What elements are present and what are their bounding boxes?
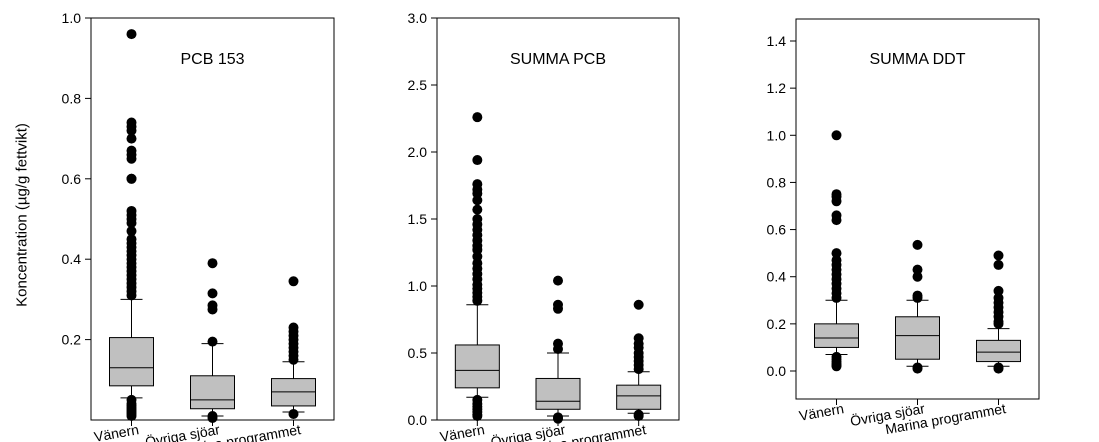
outlier-point xyxy=(207,304,218,315)
outlier-point xyxy=(126,226,137,237)
box-3 xyxy=(616,299,662,421)
outlier-point xyxy=(831,215,842,226)
outlier-point xyxy=(472,204,483,215)
panel-title: SUMMA DDT xyxy=(870,51,966,68)
box-body xyxy=(895,316,940,360)
outlier-point xyxy=(912,239,923,250)
outlier-point xyxy=(831,196,842,207)
outlier-point xyxy=(472,112,483,123)
y-tick-label: 0.8 xyxy=(767,174,787,190)
outlier-point xyxy=(912,264,923,275)
outlier-point xyxy=(126,218,137,229)
box-body xyxy=(976,339,1021,363)
outlier-point xyxy=(993,318,1004,329)
outlier-point xyxy=(126,29,137,40)
outlier-point xyxy=(993,250,1004,261)
outlier-point xyxy=(553,413,563,424)
box-2 xyxy=(535,275,581,424)
y-tick-label: 2.0 xyxy=(408,144,428,160)
outlier-point xyxy=(126,290,137,301)
box-body xyxy=(190,375,235,410)
y-tick-label: 1.0 xyxy=(767,127,787,143)
box-body xyxy=(814,323,859,348)
outlier-point xyxy=(912,271,923,282)
outlier-point xyxy=(831,248,842,259)
outlier-point xyxy=(633,410,644,421)
y-tick-label: 1.5 xyxy=(408,211,428,227)
outlier-point xyxy=(831,292,842,303)
outlier-point xyxy=(553,275,563,286)
outlier-point xyxy=(553,303,563,314)
y-tick-label: 0.4 xyxy=(767,269,787,285)
outlier-point xyxy=(831,130,842,141)
x-tick-label: Vänern xyxy=(93,421,140,442)
outlier-point xyxy=(126,173,137,184)
outlier-point xyxy=(831,361,842,372)
outlier-point xyxy=(126,125,137,136)
y-tick-label: 0.0 xyxy=(767,363,787,379)
outlier-point xyxy=(207,412,218,423)
outlier-point xyxy=(288,408,299,419)
outlier-point xyxy=(207,288,218,299)
y-tick-label: 0.5 xyxy=(408,345,428,361)
box-1 xyxy=(814,130,859,372)
outlier-point xyxy=(993,363,1004,374)
box-body xyxy=(109,337,154,387)
y-tick-label: 1.4 xyxy=(767,33,787,49)
outlier-point xyxy=(472,410,483,421)
outlier-point xyxy=(993,285,1004,296)
box-2 xyxy=(895,239,940,374)
y-tick-label: 2.5 xyxy=(408,77,428,93)
y-tick-label: 1.0 xyxy=(408,278,428,294)
panel-title: PCB 153 xyxy=(180,51,244,68)
outlier-point xyxy=(126,153,137,164)
box-body xyxy=(535,377,581,410)
outlier-point xyxy=(912,363,923,374)
x-tick-label: Vänern xyxy=(439,421,486,442)
y-tick-label: 0.0 xyxy=(408,412,428,428)
box-body xyxy=(616,384,662,410)
box-1 xyxy=(109,29,154,421)
box-body xyxy=(454,344,500,389)
outlier-point xyxy=(126,410,137,421)
y-tick-label: 0.4 xyxy=(62,251,82,267)
outlier-point xyxy=(126,133,137,144)
y-tick-label: 3.0 xyxy=(408,10,428,26)
x-tick-label: Vänern xyxy=(798,400,845,424)
outlier-point xyxy=(207,336,218,347)
box-3 xyxy=(976,250,1021,374)
box-1 xyxy=(454,112,500,421)
y-tick-label: 0.2 xyxy=(767,316,787,332)
box-3 xyxy=(271,276,316,419)
outlier-point xyxy=(288,354,299,365)
outlier-point xyxy=(633,299,644,310)
outlier-point xyxy=(553,343,563,354)
outlier-point xyxy=(993,259,1004,270)
y-tick-label: 0.8 xyxy=(62,90,82,106)
outlier-point xyxy=(472,295,483,306)
y-tick-label: 1.2 xyxy=(767,80,787,96)
y-tick-label: 0.6 xyxy=(62,171,82,187)
outlier-point xyxy=(633,364,644,375)
y-tick-label: 0.6 xyxy=(767,222,787,238)
y-tick-label: 1.0 xyxy=(62,10,82,26)
box-2 xyxy=(190,258,235,423)
outlier-point xyxy=(912,292,923,303)
outlier-point xyxy=(472,155,483,166)
outlier-point xyxy=(207,258,218,269)
panel-title: SUMMA PCB xyxy=(510,51,606,68)
y-tick-label: 0.2 xyxy=(62,332,82,348)
outlier-point xyxy=(288,276,299,287)
outlier-point xyxy=(472,195,483,206)
